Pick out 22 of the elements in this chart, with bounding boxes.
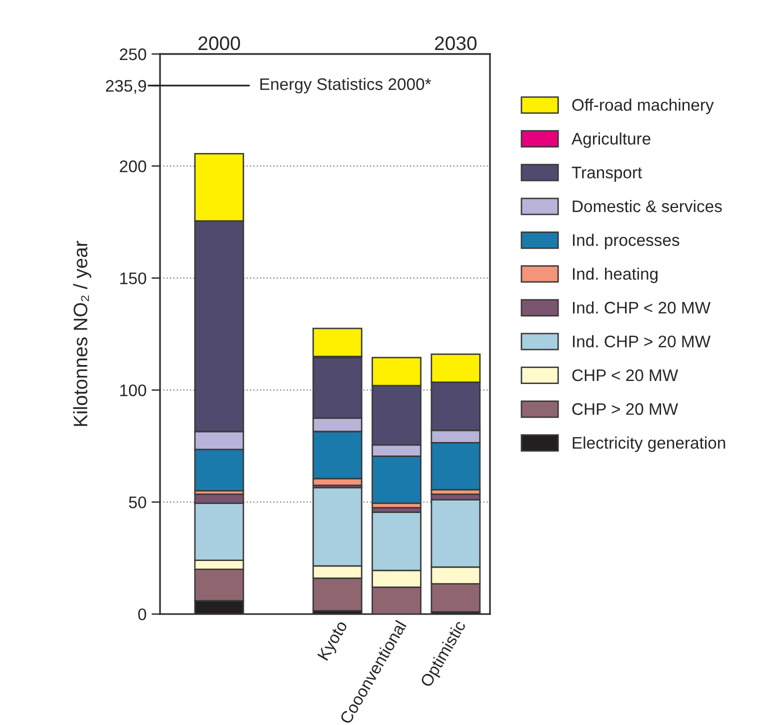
legend-label: Agriculture xyxy=(571,132,650,148)
legend-label: Ind. heating xyxy=(573,268,658,284)
ref-line-label: Energy Statistics 2000* xyxy=(260,78,432,94)
y-tick-label: 235,9 xyxy=(106,80,146,94)
legend-label: Electricity generation xyxy=(572,436,726,452)
legend-label: Domestic & services xyxy=(572,200,722,212)
y-tick-label: 100 xyxy=(120,384,146,396)
legend-label: Ind. processes xyxy=(573,234,680,250)
legend-label: CHP > 20 MW xyxy=(572,403,678,415)
legend-label: Ind. CHP > 20 MW xyxy=(573,335,711,348)
y-tick-label: 200 xyxy=(120,160,146,172)
legend-label: CHP < 20 MW xyxy=(572,369,678,382)
legend-label: Off-road machinery xyxy=(572,98,714,114)
y-tick-label: 150 xyxy=(120,272,146,284)
y-tick-label: 250 xyxy=(120,48,146,60)
legend-label: Ind. CHP < 20 MW xyxy=(573,301,711,314)
text: 2000 xyxy=(198,36,240,50)
y-tick-label: 0 xyxy=(138,608,146,620)
y-axis-title: Kilotonnes NO₂ / year xyxy=(73,240,92,426)
y-tick-label: 50 xyxy=(128,496,146,508)
text: 2030 xyxy=(435,36,477,50)
legend-label: Transport xyxy=(572,166,642,182)
